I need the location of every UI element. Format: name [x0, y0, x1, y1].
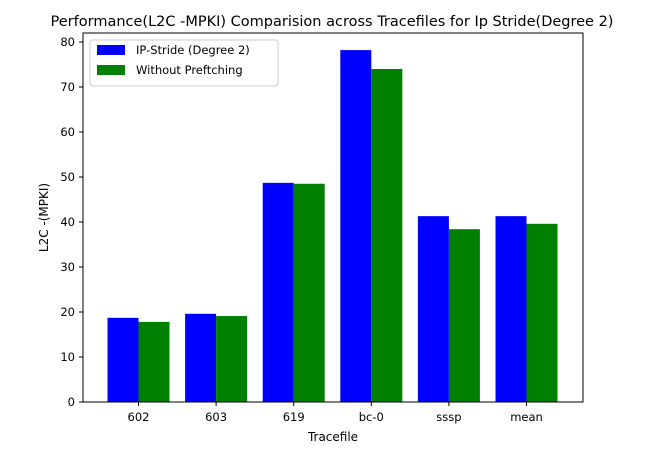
bars-group [107, 50, 558, 402]
bar-619-series-2 [293, 183, 325, 402]
y-tick-label: 60 [60, 125, 75, 139]
y-tick-label: 70 [60, 80, 75, 94]
y-tick-label: 40 [60, 215, 75, 229]
x-axis-ticks: 602 603 619 bc-0 sssp mean [128, 402, 543, 424]
legend-swatch [97, 65, 125, 75]
legend-label: Without Preftching [136, 63, 243, 77]
bar-602-series-1 [107, 317, 139, 402]
bar-mean-series-2 [526, 223, 558, 402]
chart-title: Performance(L2C -MPKI) Comparision acros… [51, 14, 614, 30]
y-tick-label: 80 [60, 35, 75, 49]
y-tick-label: 0 [68, 395, 75, 409]
legend-swatch [97, 45, 125, 55]
legend: IP-Stride (Degree 2) Without Preftching [89, 39, 279, 87]
y-axis-label: L2C -(MPKI) [37, 183, 51, 252]
y-tick-label: 30 [60, 260, 75, 274]
x-tick-label: 619 [283, 410, 305, 424]
bar-sssp-series-2 [448, 229, 480, 402]
y-tick-label: 10 [60, 350, 75, 364]
bar-602-series-2 [138, 321, 170, 402]
x-tick-label: sssp [436, 410, 461, 424]
x-tick-label: bc-0 [359, 410, 384, 424]
bar-bc-0-series-1 [340, 50, 372, 402]
plot-area-frame [82, 32, 584, 403]
legend-box [89, 39, 279, 87]
legend-label: IP-Stride (Degree 2) [136, 43, 250, 57]
y-tick-label: 50 [60, 170, 75, 184]
y-axis-ticks: 0 10 20 30 40 50 60 70 80 [60, 35, 83, 409]
bar-603-series-2 [216, 316, 248, 402]
bar-mean-series-1 [495, 216, 527, 402]
bar-bc-0-series-2 [371, 69, 403, 402]
x-tick-label: 603 [205, 410, 227, 424]
x-axis-label: Tracefile [307, 430, 358, 444]
x-tick-label: 602 [128, 410, 150, 424]
bar-603-series-1 [185, 313, 217, 402]
x-tick-label: mean [510, 410, 543, 424]
bar-619-series-1 [262, 182, 294, 402]
y-tick-label: 20 [60, 305, 75, 319]
bar-sssp-series-1 [417, 216, 449, 402]
